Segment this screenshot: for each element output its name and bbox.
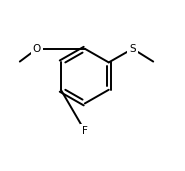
Text: O: O — [33, 44, 41, 54]
Text: S: S — [129, 44, 136, 54]
Text: F: F — [82, 126, 88, 136]
